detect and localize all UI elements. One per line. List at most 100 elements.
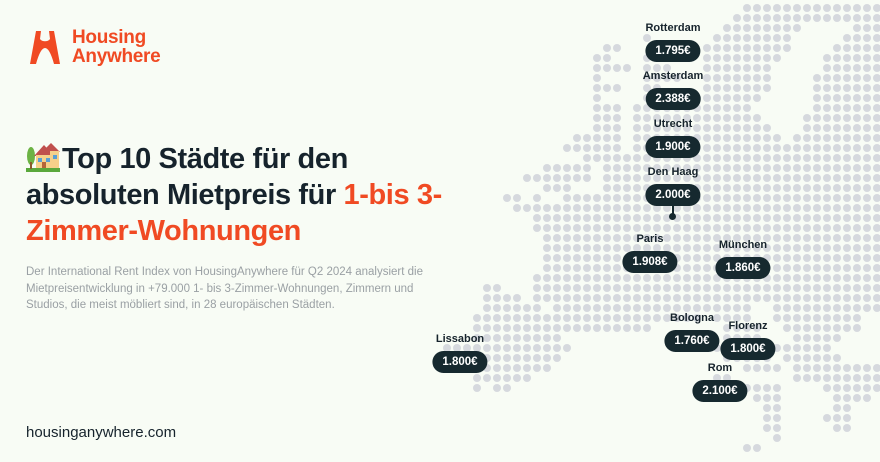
map-dot — [723, 64, 731, 72]
map-dot — [643, 204, 651, 212]
map-dot — [833, 54, 841, 62]
map-dot — [813, 244, 821, 252]
map-dot — [793, 194, 801, 202]
map-dot — [783, 24, 791, 32]
map-dot — [863, 384, 871, 392]
map-dot — [743, 224, 751, 232]
map-dot — [483, 314, 491, 322]
city-name: Den Haag — [647, 166, 699, 178]
map-dot — [483, 344, 491, 352]
map-dot — [713, 114, 721, 122]
map-dot — [873, 384, 880, 392]
map-dot — [653, 74, 661, 82]
map-dot — [533, 214, 541, 222]
map-dot — [783, 344, 791, 352]
map-dot — [553, 284, 561, 292]
map-dot — [863, 44, 871, 52]
map-dot — [833, 424, 841, 432]
map-dot — [643, 174, 651, 182]
map-dot — [763, 174, 771, 182]
map-dot — [843, 34, 851, 42]
map-dot — [673, 254, 681, 262]
map-dot — [543, 224, 551, 232]
map-dot — [573, 164, 581, 172]
map-dot — [573, 174, 581, 182]
map-dot — [493, 304, 501, 312]
map-dot — [813, 134, 821, 142]
map-dot — [443, 344, 451, 352]
map-dot — [763, 74, 771, 82]
map-dot — [613, 104, 621, 112]
map-dot — [733, 214, 741, 222]
map-dot — [753, 444, 761, 452]
map-dot — [803, 364, 811, 372]
map-dot — [533, 224, 541, 232]
map-dot — [813, 264, 821, 272]
map-dot — [623, 204, 631, 212]
map-dot — [633, 214, 641, 222]
map-dot — [743, 364, 751, 372]
map-dot — [773, 294, 781, 302]
map-dot — [553, 314, 561, 322]
map-dot — [543, 234, 551, 242]
map-dot — [703, 44, 711, 52]
map-dot — [703, 174, 711, 182]
map-dot — [603, 254, 611, 262]
map-dot — [763, 64, 771, 72]
map-dot — [793, 264, 801, 272]
map-dot — [593, 94, 601, 102]
map-dot — [873, 94, 880, 102]
map-dot — [533, 324, 541, 332]
price-badge: 1.860€ — [715, 257, 771, 279]
map-dot — [833, 14, 841, 22]
map-dot — [813, 174, 821, 182]
map-dot — [833, 404, 841, 412]
map-dot — [863, 254, 871, 262]
map-dot — [563, 344, 571, 352]
map-dot — [733, 204, 741, 212]
map-dot — [863, 104, 871, 112]
map-dot — [853, 184, 861, 192]
map-dot — [763, 154, 771, 162]
map-dot — [573, 194, 581, 202]
website-url[interactable]: housinganywhere.com — [26, 424, 177, 441]
city-label-muenchen: München 1.860€ — [715, 239, 771, 279]
map-dot — [843, 134, 851, 142]
map-dot — [803, 244, 811, 252]
map-dot — [633, 184, 641, 192]
map-dot — [793, 184, 801, 192]
map-dot — [603, 324, 611, 332]
map-dot — [493, 364, 501, 372]
map-dot — [503, 304, 511, 312]
map-dot — [853, 44, 861, 52]
city-name: Utrecht — [653, 118, 693, 130]
den-haag-pin-line — [672, 202, 674, 216]
map-dot — [613, 134, 621, 142]
map-dot — [823, 354, 831, 362]
map-dot — [703, 64, 711, 72]
map-dot — [743, 184, 751, 192]
map-dot — [823, 64, 831, 72]
map-dot — [573, 224, 581, 232]
map-dot — [693, 234, 701, 242]
map-dot — [613, 254, 621, 262]
map-dot — [763, 244, 771, 252]
map-dot — [853, 244, 861, 252]
map-dot — [753, 234, 761, 242]
map-dot — [873, 364, 880, 372]
map-dot — [853, 64, 861, 72]
map-dot — [613, 194, 621, 202]
map-dot — [533, 174, 541, 182]
price-badge: 1.900€ — [645, 136, 701, 158]
map-dot — [793, 324, 801, 332]
map-dot — [533, 294, 541, 302]
map-dot — [663, 74, 671, 82]
map-dot — [833, 4, 841, 12]
map-dot — [613, 234, 621, 242]
map-dot — [743, 34, 751, 42]
map-dot — [793, 364, 801, 372]
map-dot — [513, 194, 521, 202]
map-dot — [813, 234, 821, 242]
map-dot — [873, 204, 880, 212]
map-dot — [723, 214, 731, 222]
